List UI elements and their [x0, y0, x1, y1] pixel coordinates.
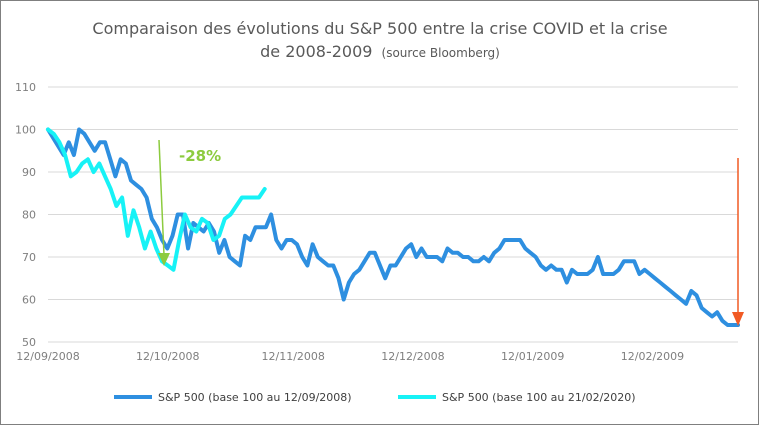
x-tick-label: 12/09/2008 — [16, 350, 79, 363]
series-lines — [46, 127, 740, 327]
drawdown-label: -28% — [179, 147, 221, 165]
chart-title-source: (source Bloomberg) — [382, 46, 500, 60]
orange-arrow-annotation — [732, 158, 744, 326]
x-tick-label: 12/02/2009 — [621, 350, 684, 363]
legend-label-2008: S&P 500 (base 100 au 12/09/2008) — [158, 391, 352, 404]
legend: S&P 500 (base 100 au 12/09/2008) S&P 500… — [114, 391, 636, 404]
series-line-2020 — [46, 127, 267, 272]
chart-title-line2: de 2008-2009 (source Bloomberg) — [260, 42, 500, 61]
y-tick-label: 100 — [15, 124, 36, 137]
y-tick-label: 60 — [22, 294, 36, 307]
x-tick-label: 12/11/2008 — [262, 350, 325, 363]
green-arrow-head — [158, 253, 170, 266]
chart-title-line1: Comparaison des évolutions du S&P 500 en… — [92, 19, 667, 38]
x-axis: 12/09/2008 12/10/2008 12/11/2008 12/12/2008… — [16, 350, 684, 363]
x-tick-label: 12/10/2008 — [136, 350, 199, 363]
y-tick-label: 90 — [22, 166, 36, 179]
y-tick-label: 80 — [22, 209, 36, 222]
y-tick-label: 50 — [22, 336, 36, 349]
green-arrow-annotation — [158, 139, 170, 266]
green-arrow-shaft — [158, 139, 165, 256]
series-line-2008 — [46, 127, 740, 327]
x-tick-label: 12/01/2009 — [501, 350, 564, 363]
legend-label-2020: S&P 500 (base 100 au 21/02/2020) — [442, 391, 636, 404]
chart-title-period: de 2008-2009 — [260, 42, 372, 61]
y-axis: 50 60 70 80 90 100 110 — [15, 81, 36, 349]
y-tick-label: 70 — [22, 251, 36, 264]
orange-arrow-head — [732, 312, 744, 326]
x-tick-label: 12/12/2008 — [381, 350, 444, 363]
y-tick-label: 110 — [15, 81, 36, 94]
gridlines — [48, 86, 738, 343]
